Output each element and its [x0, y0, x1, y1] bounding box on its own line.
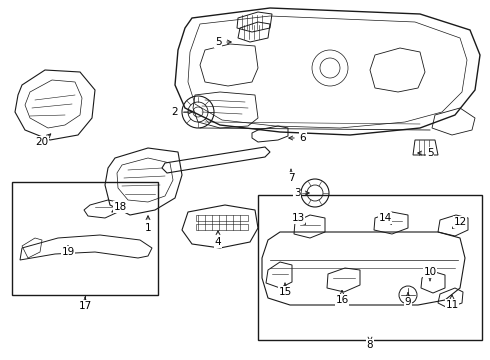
Text: 8: 8 [367, 340, 373, 350]
Text: 4: 4 [215, 237, 221, 247]
Text: 6: 6 [300, 133, 306, 143]
Text: 20: 20 [35, 137, 49, 147]
Bar [258, 195, 482, 340]
Text: 5: 5 [427, 148, 433, 158]
Text: 16: 16 [335, 295, 348, 305]
Text: 3: 3 [294, 188, 300, 198]
Text: 13: 13 [292, 213, 305, 223]
Text: 5: 5 [215, 37, 221, 47]
Bar [12, 182, 158, 295]
Text: 2: 2 [172, 107, 178, 117]
Bar [196, 224, 248, 230]
Text: 14: 14 [378, 213, 392, 223]
Text: 18: 18 [113, 202, 126, 212]
Text: 9: 9 [405, 297, 411, 307]
Text: 12: 12 [453, 217, 466, 227]
Text: 7: 7 [288, 173, 294, 183]
Text: 19: 19 [61, 247, 74, 257]
Text: 17: 17 [78, 301, 92, 311]
Text: 15: 15 [278, 287, 292, 297]
Text: 1: 1 [145, 223, 151, 233]
Text: 11: 11 [445, 300, 459, 310]
Bar [196, 215, 248, 221]
Text: 10: 10 [423, 267, 437, 277]
